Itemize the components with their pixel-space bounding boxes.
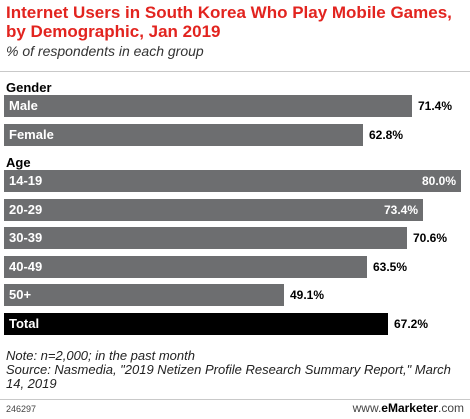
bar-value-label: 73.4%: [383, 202, 418, 217]
bar-row: Male 71.4%: [4, 95, 461, 117]
bar-value-label: 63.5%: [373, 259, 408, 274]
bar-category-label: Total: [9, 315, 40, 331]
bar-row: 40-49 63.5%: [4, 255, 461, 278]
bar-value-label: 80.0%: [421, 174, 456, 188]
bar-value-label: 71.4%: [418, 99, 453, 113]
bar-value-label: 49.1%: [290, 288, 325, 302]
bar-category-label: 20-29: [9, 201, 43, 217]
bar-row: 14-19 80.0%: [4, 170, 461, 192]
chart-subtitle: % of respondents in each group: [6, 43, 204, 59]
chart-title: Internet Users in South Korea Who Play M…: [6, 3, 452, 41]
bar-row: Total 67.2%: [4, 312, 461, 335]
bar-value-label: 62.8%: [369, 127, 404, 142]
source-text: Source: Nasmedia, "2019 Netizen Profile …: [6, 362, 451, 391]
brand-suffix: .com: [437, 401, 464, 415]
bar: [4, 284, 284, 306]
bar: [4, 255, 367, 278]
bar-category-label: 14-19: [9, 173, 43, 188]
group-label-age: Age: [6, 155, 31, 170]
brand-prefix: www.: [352, 401, 382, 415]
bar-row: 20-29 73.4%: [4, 198, 461, 221]
top-divider: [0, 71, 470, 72]
bar-row: Female 62.8%: [4, 123, 461, 146]
brand-logo: www.eMarketer.com: [353, 401, 464, 415]
bar-row: 30-39 70.6%: [4, 227, 461, 249]
bar-value-label: 67.2%: [394, 316, 429, 331]
bar-value-label: 70.6%: [413, 231, 448, 245]
group-label-gender: Gender: [6, 80, 52, 95]
chart-id: 246297: [6, 404, 37, 414]
bar-category-label: Male: [9, 98, 38, 113]
bar: [4, 95, 412, 117]
chart-notes: Note: n=2,000; in the past month Source:…: [6, 349, 464, 391]
bottom-divider: [0, 399, 470, 400]
bar: [4, 227, 407, 249]
bar: [4, 123, 363, 146]
bar-category-label: Female: [9, 126, 54, 142]
bar-category-label: 40-49: [9, 258, 43, 274]
note-text: Note: n=2,000; in the past month: [6, 348, 195, 363]
brand-name: eMarketer: [381, 401, 438, 415]
bar: [4, 198, 423, 221]
bar: [4, 170, 461, 192]
bar-category-label: 30-39: [9, 230, 43, 245]
bar: [4, 312, 388, 335]
bar-row: 50+ 49.1%: [4, 284, 461, 306]
bar-category-label: 50+: [9, 287, 32, 302]
